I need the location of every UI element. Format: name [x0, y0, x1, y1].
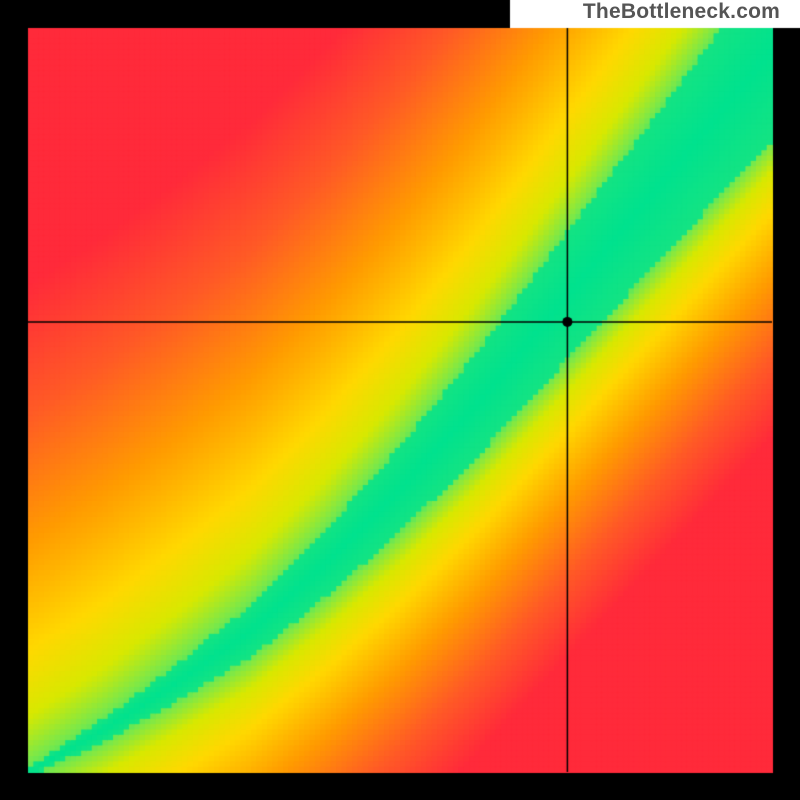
bottleneck-heatmap-container: TheBottleneck.com	[0, 0, 800, 800]
heatmap-canvas	[0, 0, 800, 800]
watermark-text: TheBottleneck.com	[583, 0, 780, 24]
